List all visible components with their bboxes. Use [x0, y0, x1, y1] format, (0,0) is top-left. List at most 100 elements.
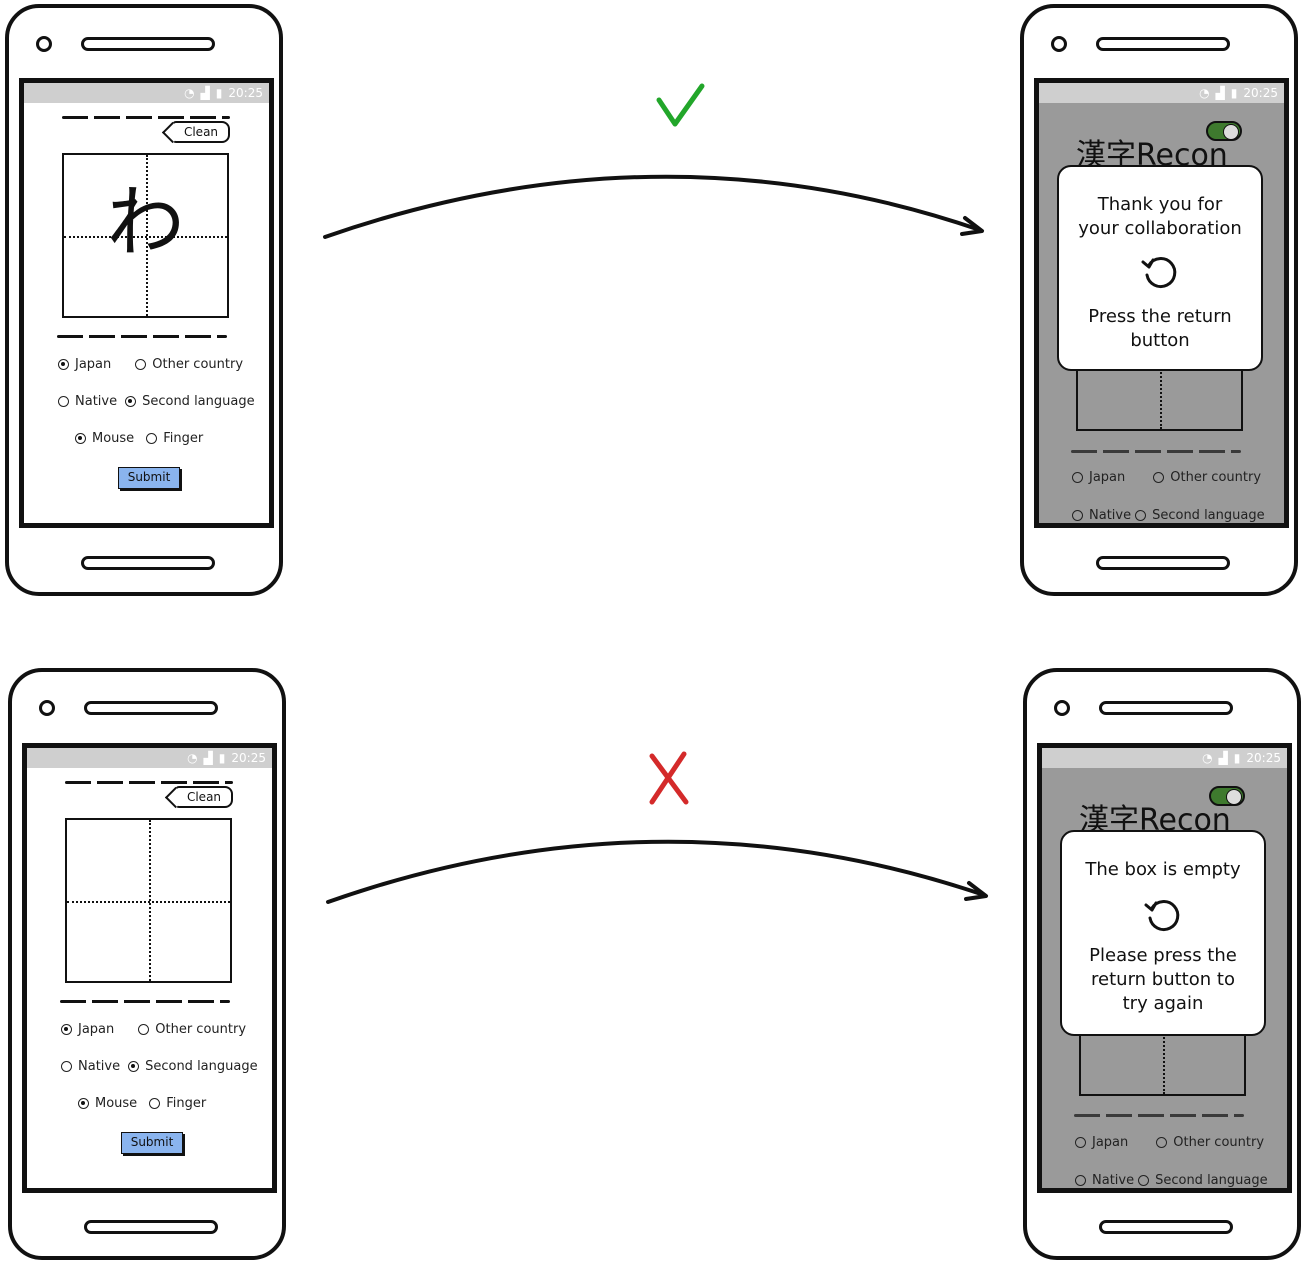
radio-japan[interactable]: Japan	[1075, 1135, 1128, 1150]
radio-native-dot	[58, 396, 69, 407]
battery-icon: ▮	[218, 751, 226, 765]
radio-mouse[interactable]: Mouse	[75, 431, 134, 446]
failure-dialog: The box is empty Please press the return…	[1060, 830, 1266, 1036]
return-icon[interactable]	[1142, 894, 1184, 936]
screen-form: ◔ ▟ ▮ 20:25 Clean Japan Other country Native…	[22, 743, 277, 1193]
failure-message-line1: The box is empty	[1085, 859, 1241, 880]
header-scribble	[62, 116, 230, 119]
home-bar	[81, 556, 215, 570]
question-scribble	[60, 1000, 230, 1003]
status-bar: ◔ ▟ ▮ 20:25	[24, 83, 269, 103]
drawn-kana: わ	[106, 178, 185, 268]
radio-finger[interactable]: Finger	[146, 431, 203, 446]
failure-instruction-line2: return button to	[1091, 969, 1235, 990]
drawing-canvas[interactable]	[65, 818, 232, 983]
screen-success: ◔ ▟ ▮ 20:25 漢字Recon Japan Other country Nati…	[1034, 78, 1289, 528]
radio-second-language-dot	[125, 396, 137, 407]
question-scribble	[57, 335, 227, 338]
submit-button[interactable]: Submit	[118, 467, 180, 489]
speaker-grille	[84, 701, 218, 715]
clean-button[interactable]: Clean	[175, 786, 233, 808]
header-scribble	[65, 781, 233, 784]
success-arrow-head	[960, 216, 984, 236]
radio-other-country[interactable]: Other country	[1153, 470, 1261, 485]
question-scribble	[1071, 450, 1241, 453]
signal-icon: ▟	[1215, 86, 1225, 100]
radio-japan-dot	[1075, 1137, 1086, 1148]
clean-button[interactable]: Clean	[172, 121, 230, 143]
radio-japan[interactable]: Japan	[61, 1022, 114, 1037]
radio-native-dot	[1072, 510, 1083, 521]
failure-instruction-line3: try again	[1122, 993, 1204, 1014]
radio-second-language[interactable]: Second language	[125, 394, 255, 409]
radio-japan[interactable]: Japan	[58, 357, 111, 372]
camera-icon	[1051, 36, 1067, 52]
screen-form: ◔ ▟ ▮ 20:25 Clean わ Japan Other country Nati…	[19, 78, 274, 528]
success-dialog: Thank you for your collaboration Press t…	[1057, 165, 1263, 371]
radio-other-country-dot	[135, 359, 147, 370]
battery-icon: ▮	[1233, 751, 1241, 765]
success-arrow	[323, 174, 982, 239]
phone-failure: ◔ ▟ ▮ 20:25 漢字Recon Japan Other country Nati…	[1023, 668, 1301, 1260]
radio-mouse[interactable]: Mouse	[78, 1096, 137, 1111]
battery-icon: ▮	[1230, 86, 1238, 100]
radio-other-country[interactable]: Other country	[138, 1022, 246, 1037]
origin-row: Japan Other country	[58, 357, 257, 374]
failure-arrow-head	[964, 881, 988, 901]
mode-toggle[interactable]	[1206, 121, 1242, 141]
camera-icon	[1054, 700, 1070, 716]
radio-other-country-dot	[1153, 472, 1165, 483]
mode-toggle[interactable]	[1209, 786, 1245, 806]
status-time: 20:25	[231, 751, 266, 765]
radio-japan[interactable]: Japan	[1072, 470, 1125, 485]
home-bar	[1099, 1220, 1233, 1234]
status-bar: ◔ ▟ ▮ 20:25	[27, 748, 272, 768]
signal-icon: ▟	[203, 751, 213, 765]
language-row: Native Second language	[1075, 1173, 1282, 1188]
cross-mark-b	[649, 751, 687, 805]
camera-icon	[36, 36, 52, 52]
battery-icon: ▮	[215, 86, 223, 100]
language-row: Native Second language	[1072, 508, 1279, 523]
radio-native[interactable]: Native	[1075, 1173, 1134, 1188]
input-row: Mouse Finger	[78, 1096, 220, 1113]
radio-other-country-dot	[1156, 1137, 1168, 1148]
success-message-line2: your collaboration	[1078, 218, 1242, 239]
failure-arrow	[326, 839, 986, 904]
return-icon[interactable]	[1139, 251, 1181, 293]
speaker-grille	[1099, 701, 1233, 715]
radio-second-language-dot	[1138, 1175, 1150, 1186]
drawing-canvas[interactable]: わ	[62, 153, 229, 318]
radio-second-language[interactable]: Second language	[1138, 1173, 1268, 1188]
origin-row: Japan Other country	[1072, 470, 1275, 487]
radio-native[interactable]: Native	[61, 1059, 120, 1074]
radio-native[interactable]: Native	[1072, 508, 1131, 523]
radio-mouse-dot	[78, 1098, 89, 1109]
status-time: 20:25	[1246, 751, 1281, 765]
radio-japan-dot	[58, 359, 69, 370]
radio-second-language[interactable]: Second language	[1135, 508, 1265, 523]
radio-native[interactable]: Native	[58, 394, 117, 409]
wifi-icon: ◔	[187, 751, 198, 765]
radio-native-dot	[1075, 1175, 1086, 1186]
submit-button[interactable]: Submit	[121, 1132, 183, 1154]
origin-row: Japan Other country	[1075, 1135, 1278, 1152]
canvas-horizontal-guide	[64, 235, 227, 238]
status-time: 20:25	[1243, 86, 1278, 100]
status-time: 20:25	[228, 86, 263, 100]
success-instruction-line2: button	[1130, 330, 1190, 351]
radio-finger[interactable]: Finger	[149, 1096, 206, 1111]
canvas-horizontal-guide	[67, 900, 230, 903]
speaker-grille	[1096, 37, 1230, 51]
status-bar: ◔ ▟ ▮ 20:25	[1039, 83, 1284, 103]
failure-instruction-line1: Please press the	[1089, 945, 1237, 966]
radio-second-language[interactable]: Second language	[128, 1059, 258, 1074]
radio-other-country[interactable]: Other country	[135, 357, 243, 372]
radio-second-language-dot	[128, 1061, 140, 1072]
phone-form-filled: ◔ ▟ ▮ 20:25 Clean わ Japan Other country Nati…	[5, 4, 283, 596]
wifi-icon: ◔	[1202, 751, 1213, 765]
radio-other-country[interactable]: Other country	[1156, 1135, 1264, 1150]
status-bar: ◔ ▟ ▮ 20:25	[1042, 748, 1287, 768]
radio-mouse-dot	[75, 433, 86, 444]
radio-native-dot	[61, 1061, 72, 1072]
